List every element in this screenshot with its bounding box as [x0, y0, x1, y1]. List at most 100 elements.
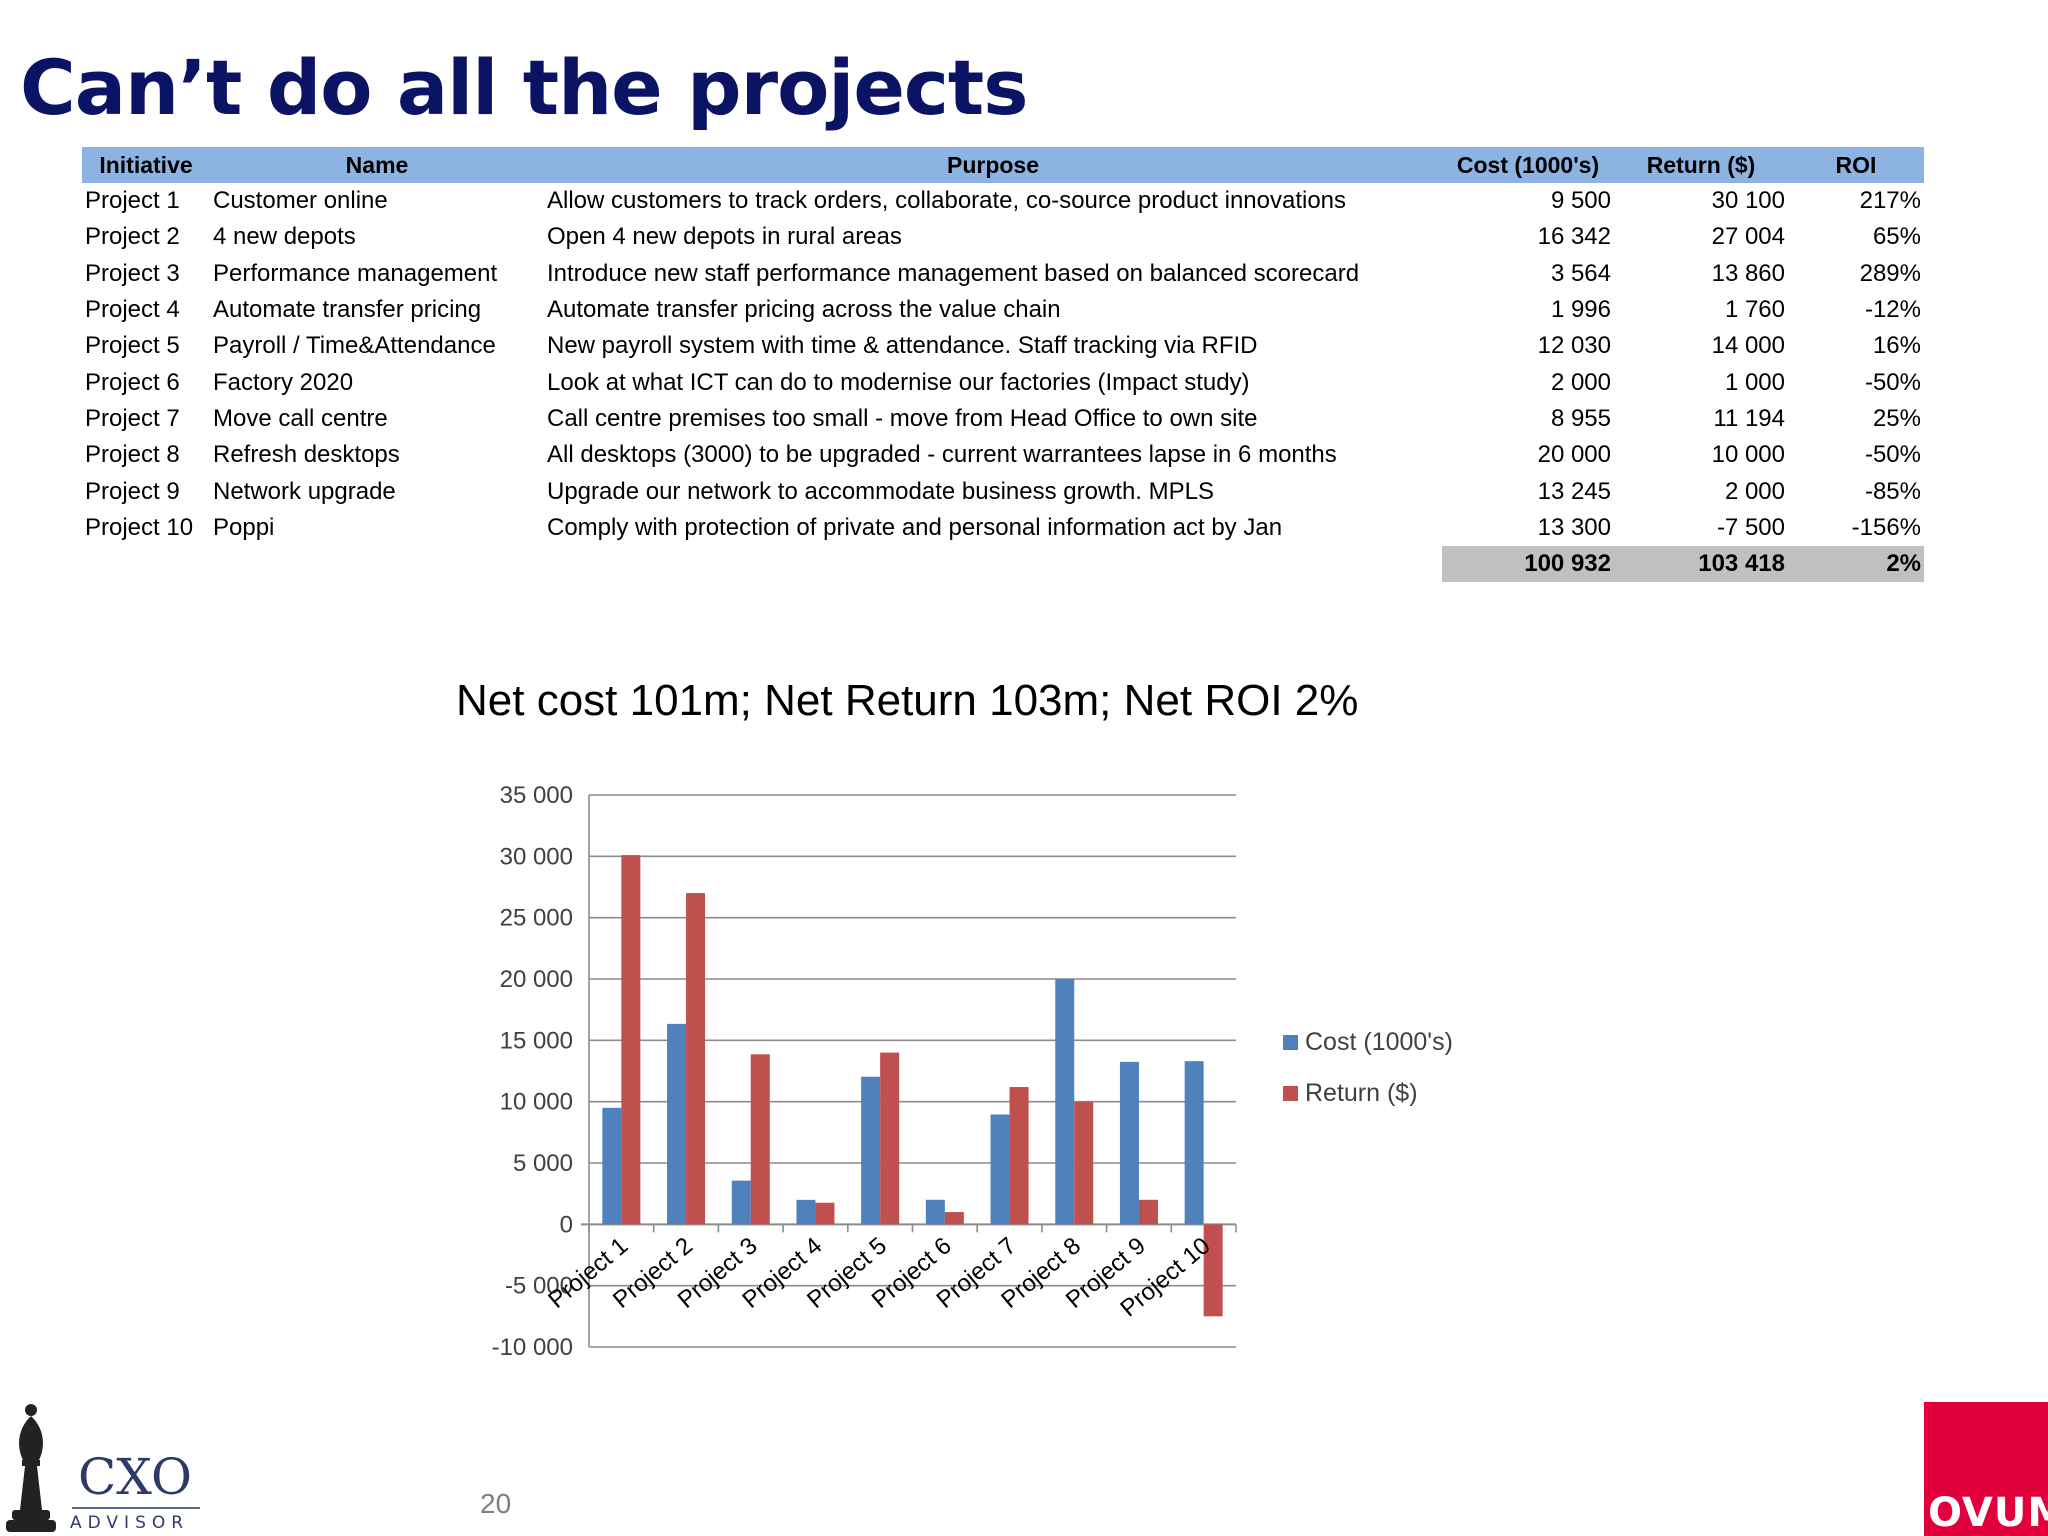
table-row: Project 1 Customer online Allow customers … — [82, 183, 1924, 219]
bar-cost — [731, 1180, 751, 1225]
cell-initiative: Project 4 — [85, 296, 180, 324]
cell-name: Factory 2020 — [213, 368, 354, 396]
cell-cost: 12 030 — [1537, 332, 1611, 360]
y-tick-label: 5 000 — [513, 1150, 573, 1177]
cell-name: Customer online — [213, 187, 388, 215]
slide-title: Can’t do all the projects — [20, 43, 1028, 132]
cell-initiative: Project 6 — [85, 368, 180, 396]
table-row: Project 3 Performance management Introduce… — [82, 256, 1924, 292]
advisor-logo-text: ADVISOR — [70, 1513, 189, 1533]
cell-roi: 16% — [1872, 332, 1921, 360]
bar-return — [1138, 1199, 1158, 1225]
cell-return: 11 194 — [1713, 404, 1785, 432]
page-number: 20 — [480, 1488, 512, 1519]
cell-return: 2 000 — [1724, 477, 1785, 505]
cell-roi: -85% — [1864, 477, 1921, 505]
cell-purpose: Open 4 new depots in rural areas — [547, 223, 902, 251]
cell-roi: -156% — [1851, 513, 1921, 541]
legend-label: Return ($) — [1305, 1079, 1418, 1107]
header-initiative: Initiative — [82, 147, 210, 183]
cell-name: 4 new depots — [213, 223, 356, 251]
cell-name: Performance management — [213, 259, 498, 287]
bar-cost — [1184, 1061, 1204, 1225]
table-body: Project 1 Customer online Allow customers … — [82, 183, 1924, 583]
cell-purpose: Automate transfer pricing across the val… — [547, 296, 1061, 324]
table-header-row: Initiative Name Purpose Cost (1000's) Re… — [82, 147, 1924, 183]
cell-cost: 13 300 — [1537, 513, 1611, 541]
table-row: Project 7 Move call centre Call centre pre… — [82, 401, 1924, 437]
cell-return: -7 500 — [1716, 513, 1785, 541]
chart-title: Net cost 101m; Net Return 103m; Net ROI … — [456, 676, 1359, 725]
cell-cost: 13 245 — [1537, 477, 1611, 505]
cell-roi: 289% — [1859, 259, 1921, 287]
bar-cost — [990, 1114, 1010, 1225]
bar-return — [1009, 1087, 1029, 1225]
bar-cost — [1055, 979, 1075, 1225]
cell-cost: 8 955 — [1550, 404, 1611, 432]
cell-return: 1 760 — [1724, 296, 1785, 324]
header-name: Name — [210, 147, 544, 183]
y-tick-label: 25 000 — [500, 905, 573, 932]
cell-name: Refresh desktops — [213, 441, 400, 469]
bar-cost — [925, 1199, 945, 1225]
y-tick-label: 20 000 — [500, 966, 573, 993]
cell-return: 30 100 — [1711, 187, 1785, 215]
cell-roi: 65% — [1872, 223, 1921, 251]
cell-roi: -50% — [1864, 368, 1921, 396]
y-tick-label: 15 000 — [500, 1027, 573, 1054]
table-row: Project 9 Network upgrade Upgrade our netw… — [82, 473, 1924, 509]
cell-purpose: Introduce new staff performance manageme… — [547, 259, 1360, 287]
cell-cost: 9 500 — [1550, 187, 1611, 215]
cell-initiative: Project 5 — [85, 332, 180, 360]
cell-return: 1 000 — [1724, 368, 1785, 396]
cell-return: 10 000 — [1711, 441, 1785, 469]
table-row: Project 2 4 new depots Open 4 new depots i… — [82, 219, 1924, 255]
ovum-logo: OVUM — [1924, 1402, 2048, 1536]
cell-roi: 25% — [1872, 404, 1921, 432]
bar-return — [621, 855, 641, 1225]
cell-roi: -50% — [1864, 441, 1921, 469]
cell-roi: 217% — [1859, 187, 1921, 215]
y-tick-label: -5 000 — [505, 1273, 573, 1300]
bar-cost — [602, 1107, 622, 1225]
cell-roi: -12% — [1864, 296, 1921, 324]
bar-cost — [667, 1023, 687, 1225]
cell-initiative: Project 1 — [85, 187, 180, 215]
y-tick-label: 30 000 — [500, 843, 573, 870]
legend-swatch — [1283, 1086, 1298, 1101]
chess-bishop-icon — [6, 1404, 56, 1532]
bar-return — [815, 1202, 835, 1225]
cell-purpose: Look at what ICT can do to modernise our… — [547, 368, 1250, 396]
bar-cost — [796, 1199, 816, 1225]
table-row: Project 6 Factory 2020 Look at what ICT ca… — [82, 364, 1924, 400]
y-tick-label: -10 000 — [492, 1334, 573, 1361]
cell-purpose: Allow customers to track orders, collabo… — [547, 187, 1347, 215]
y-tick-label: 10 000 — [500, 1089, 573, 1116]
cxo-advisor-logo: CXO ADVISOR — [6, 1404, 200, 1533]
table-row: Project 10 Poppi Comply with protection of… — [82, 510, 1924, 546]
cell-cost: 2 000 — [1550, 368, 1611, 396]
bar-return — [750, 1054, 770, 1225]
bar-return — [880, 1052, 900, 1225]
cxo-logo-text: CXO — [78, 1448, 192, 1506]
cell-initiative: Project 3 — [85, 259, 180, 287]
y-tick-label: 0 — [560, 1211, 573, 1238]
cell-purpose: Call centre premises too small - move fr… — [547, 404, 1258, 432]
cell-initiative: Project 2 — [85, 223, 180, 251]
cell-cost: 16 342 — [1537, 223, 1611, 251]
cell-cost: 20 000 — [1537, 441, 1611, 469]
bar-cost — [1119, 1061, 1139, 1225]
cell-return: 13 860 — [1711, 259, 1785, 287]
cell-name: Move call centre — [213, 404, 388, 432]
bar-return — [944, 1212, 964, 1225]
header-return: Return ($) — [1614, 147, 1788, 183]
header-purpose: Purpose — [544, 147, 1442, 183]
cell-name: Network upgrade — [213, 477, 396, 505]
total-roi: 2% — [1788, 545, 1924, 583]
header-cost: Cost (1000's) — [1442, 147, 1614, 183]
projects-table: Initiative Name Purpose Cost (1000's) Re… — [82, 147, 1924, 583]
legend-swatch — [1283, 1035, 1298, 1050]
cell-cost: 3 564 — [1550, 259, 1611, 287]
ovum-logo-text: OVUM — [1928, 1490, 2048, 1536]
table-row: Project 4 Automate transfer pricing Automa… — [82, 292, 1924, 328]
